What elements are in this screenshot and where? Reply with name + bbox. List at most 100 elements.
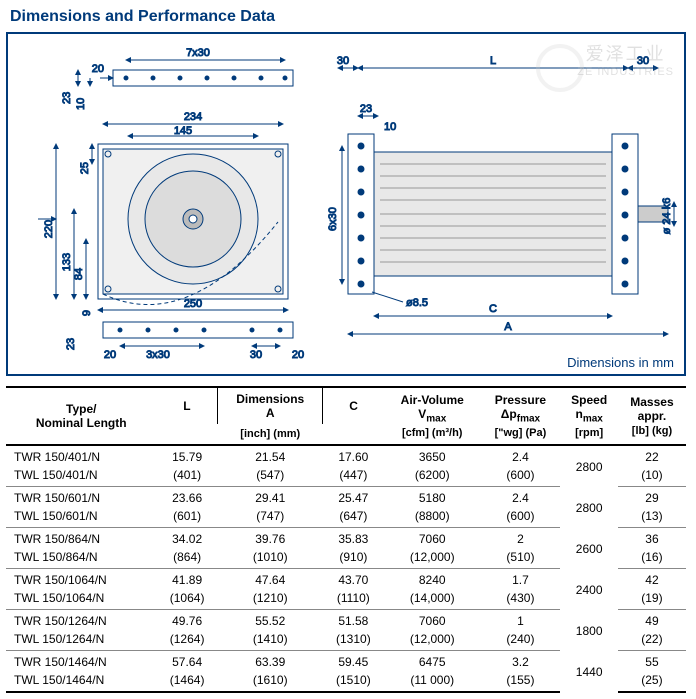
cell-V: 6475 [384, 651, 480, 672]
cell-type: TWR 150/1064/N [6, 569, 156, 590]
svg-text:10: 10 [384, 121, 396, 133]
hdr-L: L [156, 387, 217, 424]
cell-M: 49 [618, 610, 686, 631]
cell-C: (647) [323, 507, 384, 528]
cell-type: TWR 150/601/N [6, 487, 156, 508]
cell-C: (1110) [323, 589, 384, 610]
svg-text:ø 24 k6: ø 24 k6 [661, 198, 673, 235]
cell-L: (1464) [156, 671, 217, 692]
table-header: Type/ Nominal Length L DimensionsA C Air… [6, 387, 686, 445]
cell-L: 41.89 [156, 569, 217, 590]
cell-L: (401) [156, 466, 217, 487]
cell-C: (1510) [323, 671, 384, 692]
cell-S: 2400 [560, 569, 617, 610]
cell-A: (1010) [218, 548, 323, 569]
spec-table: Type/ Nominal Length L DimensionsA C Air… [6, 386, 686, 693]
svg-text:25: 25 [79, 162, 91, 174]
cell-C: 43.70 [323, 569, 384, 590]
cell-type: TWL 150/864/N [6, 548, 156, 569]
svg-text:20: 20 [104, 349, 116, 361]
cell-A: (1210) [218, 589, 323, 610]
cell-V: 5180 [384, 487, 480, 508]
svg-text:6x30: 6x30 [327, 207, 339, 231]
cell-type: TWL 150/1464/N [6, 671, 156, 692]
hdr-speed: Speed nmax[rpm] [560, 387, 617, 445]
hdr-mass: Masses appr.[lb] (kg) [618, 387, 686, 445]
hdr-type: Type/ Nominal Length [6, 387, 156, 445]
cell-A: 29.41 [218, 487, 323, 508]
cell-M: 55 [618, 651, 686, 672]
cell-V: 7060 [384, 528, 480, 549]
cell-A: (547) [218, 466, 323, 487]
svg-text:30: 30 [250, 349, 262, 361]
table-body: TWR 150/401/N15.7921.5417.6036502.428002… [6, 445, 686, 692]
svg-text:10: 10 [75, 98, 87, 110]
cell-C: (910) [323, 548, 384, 569]
hdr-dim: DimensionsA [218, 387, 323, 424]
cell-P: (600) [480, 507, 560, 528]
svg-text:9: 9 [81, 310, 93, 316]
svg-text:7x30: 7x30 [186, 47, 210, 59]
cell-M: (22) [618, 630, 686, 651]
watermark-cn: 爱泽工业 [577, 40, 674, 66]
cell-L: (601) [156, 507, 217, 528]
cell-C: 25.47 [323, 487, 384, 508]
svg-text:133: 133 [61, 253, 73, 271]
cell-type: TWR 150/401/N [6, 445, 156, 466]
cell-M: (19) [618, 589, 686, 610]
cell-S: 2800 [560, 487, 617, 528]
svg-text:145: 145 [174, 125, 192, 137]
cell-type: TWL 150/601/N [6, 507, 156, 528]
cell-P: 2.4 [480, 487, 560, 508]
svg-text:A: A [504, 321, 512, 333]
cell-V: (12,000) [384, 548, 480, 569]
cell-L: 34.02 [156, 528, 217, 549]
cell-A: (1610) [218, 671, 323, 692]
cell-M: (16) [618, 548, 686, 569]
cell-L: 57.64 [156, 651, 217, 672]
svg-text:220: 220 [43, 220, 55, 238]
svg-text:3x30: 3x30 [146, 349, 170, 361]
cell-L: (864) [156, 548, 217, 569]
cell-P: (510) [480, 548, 560, 569]
hdr-dim-unit: [inch] (mm) [156, 424, 384, 445]
cell-type: TWR 150/1264/N [6, 610, 156, 631]
cell-C: (447) [323, 466, 384, 487]
cell-L: 15.79 [156, 445, 217, 466]
cell-P: (155) [480, 671, 560, 692]
svg-text:20: 20 [292, 349, 304, 361]
hdr-airvol: Air-Volume Vmax[cfm] (m³/h) [384, 387, 480, 445]
cell-L: 49.76 [156, 610, 217, 631]
svg-text:20: 20 [92, 63, 104, 75]
cell-A: 55.52 [218, 610, 323, 631]
cell-P: 3.2 [480, 651, 560, 672]
cell-P: (600) [480, 466, 560, 487]
cell-V: (6200) [384, 466, 480, 487]
cell-C: 17.60 [323, 445, 384, 466]
cell-V: 7060 [384, 610, 480, 631]
cell-A: 39.76 [218, 528, 323, 549]
cell-type: TWR 150/1464/N [6, 651, 156, 672]
cell-M: 29 [618, 487, 686, 508]
engineering-diagram: 爱泽工业 ZE INDUSTRIES 7x30 2 [6, 32, 686, 376]
cell-V: (8800) [384, 507, 480, 528]
cell-S: 1800 [560, 610, 617, 651]
cell-type: TWL 150/1264/N [6, 630, 156, 651]
cell-C: 35.83 [323, 528, 384, 549]
cell-A: (747) [218, 507, 323, 528]
cell-C: 51.58 [323, 610, 384, 631]
cell-A: (1410) [218, 630, 323, 651]
table-row: TWR 150/1064/N41.8947.6443.7082401.72400… [6, 569, 686, 590]
cell-S: 2800 [560, 445, 617, 487]
table-row: TWR 150/401/N15.7921.5417.6036502.428002… [6, 445, 686, 466]
cell-V: (14,000) [384, 589, 480, 610]
svg-text:C: C [489, 303, 497, 315]
cell-M: (25) [618, 671, 686, 692]
cell-P: (240) [480, 630, 560, 651]
hdr-pressure: Pressure Δpfmax["wg] (Pa) [480, 387, 560, 445]
svg-text:L: L [490, 55, 496, 67]
svg-text:250: 250 [184, 298, 202, 310]
svg-text:234: 234 [184, 111, 202, 123]
table-row: TWR 150/1464/N57.6463.3959.4564753.21440… [6, 651, 686, 672]
cell-M: 36 [618, 528, 686, 549]
